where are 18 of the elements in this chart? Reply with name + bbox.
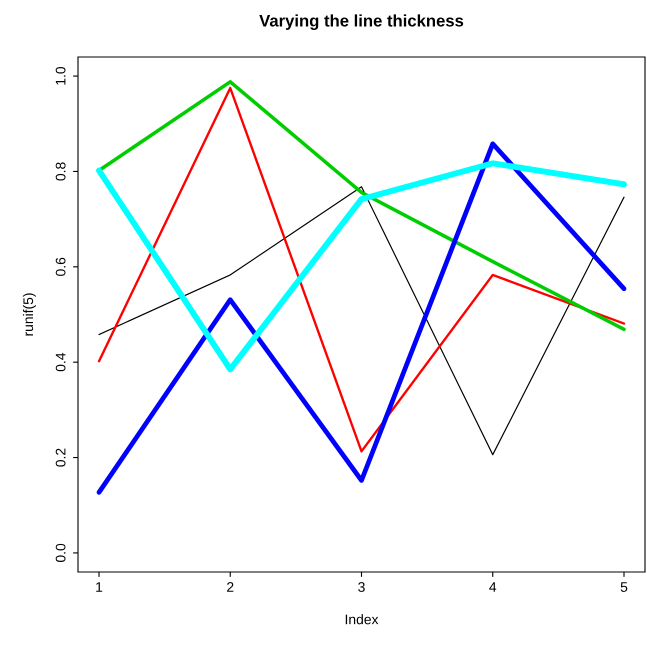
y-tick-label: 0.2 — [56, 448, 66, 467]
x-tick-label: 2 — [227, 582, 234, 592]
y-tick-label: 0.8 — [56, 162, 66, 181]
line-series — [98, 86, 626, 453]
y-tick-label: 0.6 — [56, 258, 66, 276]
x-axis-title: Index — [346, 614, 378, 624]
x-tick-label: 4 — [489, 582, 496, 592]
chart-title: Varying the line thickness — [259, 14, 464, 30]
line-series — [97, 80, 626, 332]
y-tick-label: 1.0 — [56, 66, 66, 85]
x-tick-label: 5 — [620, 582, 628, 592]
y-axis-title: runif(5) — [22, 293, 36, 336]
x-tick-label: 3 — [358, 582, 365, 592]
y-tick-label: 0.0 — [56, 544, 66, 562]
x-tick-label: 1 — [96, 582, 102, 592]
line-series — [98, 186, 625, 456]
line-series — [96, 141, 626, 495]
y-tick-label: 0.4 — [56, 352, 66, 372]
